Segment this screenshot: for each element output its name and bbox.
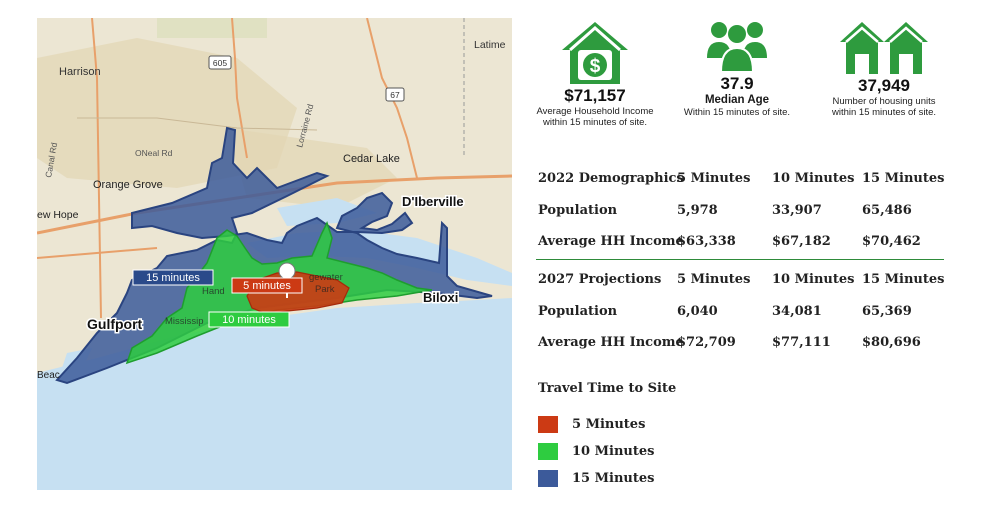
row-label: Average HH Income: [538, 335, 684, 350]
travel-time-map[interactable]: 605 67 Latime Harrison Canal Rd ONeal Rd…: [37, 18, 512, 490]
table-header-5min: 5 Minutes: [677, 272, 751, 287]
place-gulfport: Gulfport: [87, 316, 143, 332]
stat-housing-value: 37,949: [858, 76, 910, 95]
stat-income-sublabel: within 15 minutes of site.: [542, 117, 648, 128]
legend-label: 15 Minutes: [572, 471, 655, 486]
cell-5min: 5,978: [677, 203, 718, 218]
legend-title: Travel Time to Site: [538, 381, 677, 396]
legend-swatch-5-minutes: [538, 416, 558, 433]
stat-age-value: 37.9: [720, 74, 754, 93]
zone-label-5-box: [231, 277, 303, 294]
cell-10min: 33,907: [772, 203, 822, 218]
cell-15min: 65,369: [862, 304, 912, 319]
place-harrison: Harrison: [59, 66, 101, 78]
zone-label-15: 15 minutes: [146, 272, 200, 284]
road: [91, 18, 102, 319]
place-edgewater: gewater: [309, 272, 343, 283]
table-header-title: 2027 Projections: [538, 272, 662, 287]
route-605-label: 605: [213, 58, 227, 68]
cell-5min: $72,709: [677, 335, 736, 350]
row-label: Population: [538, 304, 618, 319]
road-oneal-rd: ONeal Rd: [135, 148, 173, 158]
route-605-shield: [208, 55, 232, 70]
place-latimer: Latime: [474, 39, 506, 51]
legend-swatch-10-minutes: [538, 443, 558, 460]
route-67-road: [366, 18, 418, 179]
legend-label: 10 Minutes: [572, 444, 655, 459]
row-label: Average HH Income: [538, 234, 684, 249]
place-park: Park: [315, 284, 335, 295]
table-header-5min: 5 Minutes: [677, 171, 751, 186]
table-header-10min: 10 Minutes: [772, 171, 855, 186]
stat-income: $ $71,157 Average Household Income withi…: [530, 18, 660, 128]
section-divider: [536, 259, 944, 260]
place-mississippi: Mississip: [165, 316, 204, 327]
forest-area: [157, 18, 267, 38]
cell-10min: 34,081: [772, 304, 822, 319]
row-label: Population: [538, 203, 618, 218]
stat-housing-sublabel: within 15 minutes of site.: [831, 107, 937, 118]
cell-15min: $80,696: [862, 335, 921, 350]
cell-15min: 65,486: [862, 203, 912, 218]
place-handsboro: Hand: [202, 286, 225, 297]
place-diberville: D'Iberville: [402, 194, 464, 209]
table-header-15min: 15 Minutes: [862, 272, 945, 287]
stat-income-label: Average Household Income: [536, 106, 654, 117]
zone-label-15-box: [132, 269, 214, 286]
legend-label: 5 Minutes: [572, 417, 646, 432]
place-cedar-lake: Cedar Lake: [343, 153, 400, 165]
house-dollar-icon: $: [562, 22, 628, 84]
cell-10min: $77,111: [772, 335, 831, 350]
cell-15min: $70,462: [862, 234, 921, 249]
route-67-shield: [385, 87, 405, 102]
place-biloxi: Biloxi: [423, 290, 458, 305]
houses-icon: [840, 22, 928, 74]
cell-5min: 6,040: [677, 304, 718, 319]
map-canvas: 605 67 Latime Harrison Canal Rd ONeal Rd…: [37, 18, 512, 490]
cell-10min: $67,182: [772, 234, 831, 249]
table-header-title: 2022 Demographics: [538, 171, 684, 186]
stat-age-label: Median Age: [704, 94, 770, 106]
site-pin-icon[interactable]: [278, 262, 296, 280]
road: [37, 247, 158, 259]
local-road: [77, 117, 318, 131]
stat-income-value: $71,157: [564, 86, 626, 105]
place-beach: Beac: [37, 370, 60, 381]
stat-age-sublabel: Within 15 minutes of site.: [683, 107, 791, 118]
stat-age: 37.9 Median Age Within 15 minutes of sit…: [672, 18, 802, 118]
stat-housing-label: Number of housing units: [832, 96, 936, 107]
stat-housing: 37,949 Number of housing units within 15…: [814, 18, 954, 118]
zone-label-10: 10 minutes: [222, 314, 276, 326]
place-new-hope: ew Hope: [37, 209, 79, 221]
place-orange-grove: Orange Grove: [93, 179, 163, 191]
table-header-15min: 15 Minutes: [862, 171, 945, 186]
legend-swatch-15-minutes: [538, 470, 558, 487]
zone-label-10-box: [208, 311, 290, 328]
svg-text:$: $: [590, 56, 601, 77]
summary-stats: $ $71,157 Average Household Income withi…: [530, 18, 950, 138]
table-header-10min: 10 Minutes: [772, 272, 855, 287]
route-67-label: 67: [390, 90, 400, 100]
people-group-icon: [707, 22, 767, 73]
cell-5min: $63,338: [677, 234, 736, 249]
zone-label-5: 5 minutes: [243, 280, 291, 292]
